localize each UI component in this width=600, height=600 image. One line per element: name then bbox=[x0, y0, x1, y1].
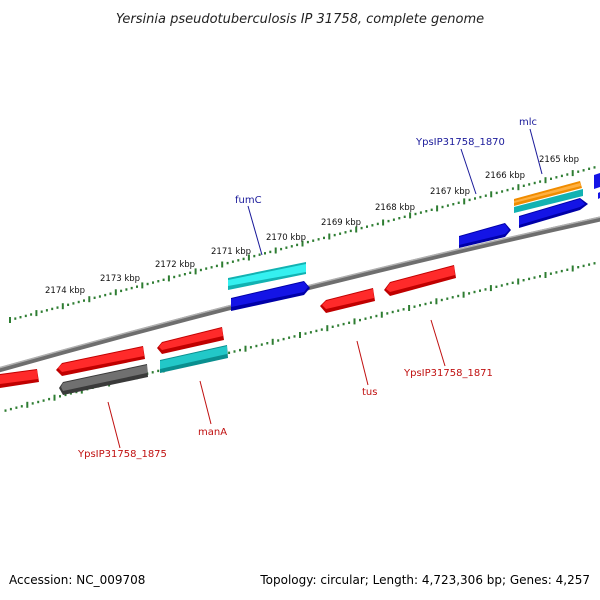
gene-blue-1[interactable] bbox=[231, 281, 310, 311]
kbp-label: 2167 kbp bbox=[430, 187, 470, 197]
gene-YpsIP31758_1875[interactable] bbox=[59, 364, 148, 395]
kbp-label: 2170 kbp bbox=[266, 233, 306, 243]
gene-tus[interactable] bbox=[320, 288, 375, 313]
scale-labels: 2174 kbp 2173 kbp 2172 kbp 2171 kbp 2170… bbox=[45, 155, 579, 296]
genes-forward bbox=[228, 173, 600, 311]
scale-ticks-outer bbox=[9, 166, 596, 323]
kbp-label: 2169 kbp bbox=[321, 218, 361, 228]
label-fumC: fumC bbox=[235, 195, 262, 206]
gene-YpsIP31758_1870[interactable] bbox=[459, 223, 511, 248]
label-tus: tus bbox=[362, 387, 377, 398]
label-mlc: mlc bbox=[519, 117, 537, 128]
gene-fumC[interactable] bbox=[228, 262, 306, 290]
kbp-label: 2174 kbp bbox=[45, 286, 85, 296]
gene-manA[interactable] bbox=[160, 345, 228, 373]
kbp-label: 2172 kbp bbox=[155, 260, 195, 270]
accession-text: Accession: NC_009708 bbox=[9, 573, 146, 587]
gene-YpsIP31758_1871[interactable] bbox=[384, 265, 456, 296]
gene-mlc[interactable] bbox=[514, 173, 600, 228]
kbp-label: 2168 kbp bbox=[375, 203, 415, 213]
gene-labels-bottom: tus YpsIP31758_1871 manA YpsIP31758_1875 bbox=[77, 319, 493, 460]
label-manA: manA bbox=[198, 427, 227, 438]
map-title: Yersinia pseudotuberculosis IP 31758, co… bbox=[116, 12, 484, 27]
label-YpsIP31758_1871: YpsIP31758_1871 bbox=[403, 368, 493, 379]
genes-reverse bbox=[0, 265, 456, 395]
gene-red-2[interactable] bbox=[56, 346, 145, 376]
topology-text: Topology: circular; Length: 4,723,306 bp… bbox=[260, 573, 590, 587]
gene-labels-top: fumC YpsIP31758_1870 mlc bbox=[235, 117, 543, 256]
gene-red-3[interactable] bbox=[157, 327, 224, 354]
label-YpsIP31758_1875: YpsIP31758_1875 bbox=[77, 449, 167, 460]
kbp-label: 2165 kbp bbox=[539, 155, 579, 165]
kbp-label: 2166 kbp bbox=[485, 171, 525, 181]
label-YpsIP31758_1870: YpsIP31758_1870 bbox=[415, 137, 505, 148]
kbp-label: 2173 kbp bbox=[100, 274, 140, 284]
kbp-label: 2171 kbp bbox=[211, 247, 251, 257]
gene-red-left-edge[interactable] bbox=[0, 369, 39, 388]
